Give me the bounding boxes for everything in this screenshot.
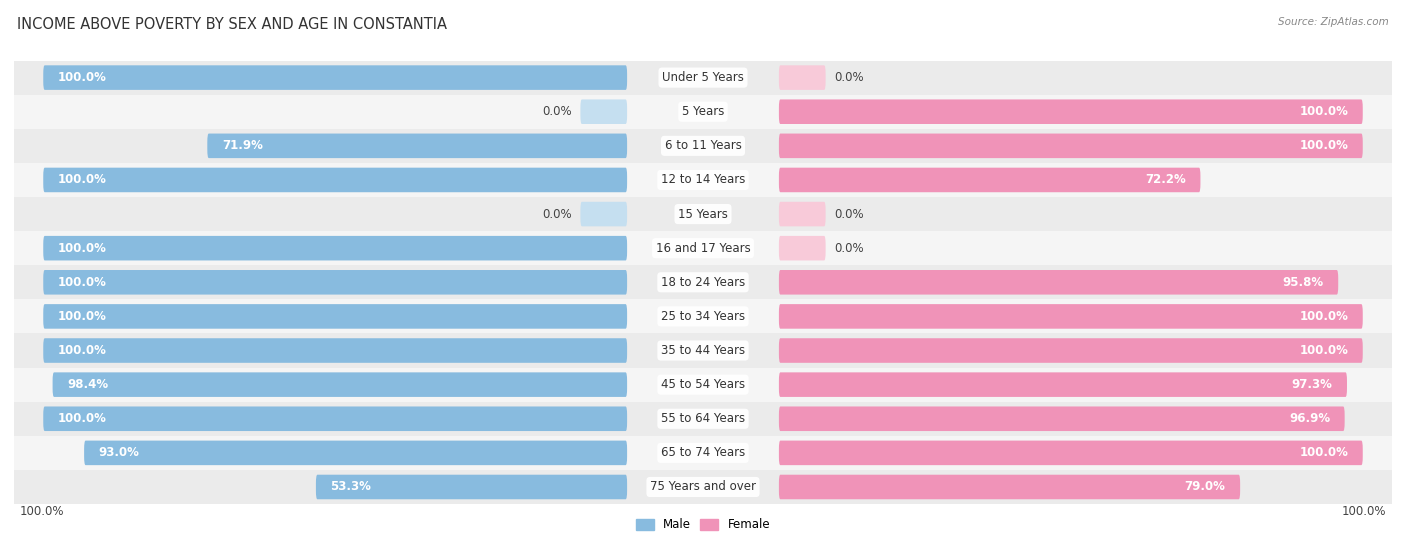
Bar (14, 94, 1392, 129)
Text: 0.0%: 0.0% (834, 71, 865, 84)
Text: 5 Years: 5 Years (682, 105, 724, 118)
Text: 100.0%: 100.0% (1299, 105, 1348, 118)
Text: 71.9%: 71.9% (222, 139, 263, 153)
Text: 6 to 11 Years: 6 to 11 Years (665, 139, 741, 153)
Text: 100.0%: 100.0% (58, 71, 107, 84)
Text: 100.0%: 100.0% (1299, 447, 1348, 459)
FancyBboxPatch shape (44, 304, 627, 329)
FancyBboxPatch shape (316, 475, 627, 499)
Bar (14, 300, 1392, 334)
Text: 55 to 64 Years: 55 to 64 Years (661, 412, 745, 425)
Text: 25 to 34 Years: 25 to 34 Years (661, 310, 745, 323)
FancyBboxPatch shape (779, 406, 1344, 431)
Text: Source: ZipAtlas.com: Source: ZipAtlas.com (1278, 17, 1389, 27)
FancyBboxPatch shape (779, 372, 1347, 397)
Text: 75 Years and over: 75 Years and over (650, 481, 756, 494)
FancyBboxPatch shape (779, 100, 1362, 124)
Text: Under 5 Years: Under 5 Years (662, 71, 744, 84)
Text: 93.0%: 93.0% (98, 447, 139, 459)
Text: 100.0%: 100.0% (1299, 344, 1348, 357)
FancyBboxPatch shape (779, 338, 1362, 363)
Text: 100.0%: 100.0% (58, 276, 107, 289)
Text: 16 and 17 Years: 16 and 17 Years (655, 241, 751, 255)
FancyBboxPatch shape (779, 168, 1201, 192)
Bar (14, 129, 1392, 163)
FancyBboxPatch shape (44, 168, 627, 192)
FancyBboxPatch shape (44, 406, 627, 431)
FancyBboxPatch shape (44, 236, 627, 260)
FancyBboxPatch shape (779, 236, 825, 260)
Text: 95.8%: 95.8% (1282, 276, 1323, 289)
Text: 65 to 74 Years: 65 to 74 Years (661, 447, 745, 459)
Bar (14, 265, 1392, 300)
Text: 18 to 24 Years: 18 to 24 Years (661, 276, 745, 289)
FancyBboxPatch shape (779, 65, 825, 90)
Text: INCOME ABOVE POVERTY BY SEX AND AGE IN CONSTANTIA: INCOME ABOVE POVERTY BY SEX AND AGE IN C… (17, 17, 447, 32)
Text: 100.0%: 100.0% (1299, 139, 1348, 153)
Bar (14, 436, 1392, 470)
Bar (14, 470, 1392, 504)
Bar (14, 368, 1392, 402)
Text: 100.0%: 100.0% (1341, 505, 1386, 518)
FancyBboxPatch shape (44, 338, 627, 363)
Text: 0.0%: 0.0% (541, 207, 572, 221)
Text: 100.0%: 100.0% (58, 173, 107, 187)
Bar (14, 231, 1392, 265)
Text: 100.0%: 100.0% (20, 505, 65, 518)
Legend: Male, Female: Male, Female (631, 514, 775, 536)
Text: 0.0%: 0.0% (541, 105, 572, 118)
Text: 15 Years: 15 Years (678, 207, 728, 221)
Text: 100.0%: 100.0% (58, 412, 107, 425)
Text: 79.0%: 79.0% (1185, 481, 1226, 494)
FancyBboxPatch shape (84, 440, 627, 465)
FancyBboxPatch shape (581, 100, 627, 124)
Bar (14, 60, 1392, 94)
FancyBboxPatch shape (779, 270, 1339, 295)
FancyBboxPatch shape (779, 202, 825, 226)
Bar (14, 197, 1392, 231)
Bar (14, 163, 1392, 197)
Text: 35 to 44 Years: 35 to 44 Years (661, 344, 745, 357)
FancyBboxPatch shape (44, 270, 627, 295)
Text: 100.0%: 100.0% (58, 241, 107, 255)
Text: 12 to 14 Years: 12 to 14 Years (661, 173, 745, 187)
FancyBboxPatch shape (779, 475, 1240, 499)
Text: 100.0%: 100.0% (1299, 310, 1348, 323)
FancyBboxPatch shape (779, 440, 1362, 465)
Text: 100.0%: 100.0% (58, 310, 107, 323)
FancyBboxPatch shape (44, 65, 627, 90)
Text: 45 to 54 Years: 45 to 54 Years (661, 378, 745, 391)
FancyBboxPatch shape (207, 134, 627, 158)
Bar (14, 334, 1392, 368)
Text: 97.3%: 97.3% (1292, 378, 1333, 391)
Text: 72.2%: 72.2% (1144, 173, 1185, 187)
Text: 100.0%: 100.0% (58, 344, 107, 357)
Text: 0.0%: 0.0% (834, 241, 865, 255)
Text: 96.9%: 96.9% (1289, 412, 1330, 425)
Text: 53.3%: 53.3% (330, 481, 371, 494)
FancyBboxPatch shape (52, 372, 627, 397)
Text: 98.4%: 98.4% (67, 378, 108, 391)
Text: 0.0%: 0.0% (834, 207, 865, 221)
FancyBboxPatch shape (779, 134, 1362, 158)
Bar (14, 402, 1392, 436)
FancyBboxPatch shape (581, 202, 627, 226)
FancyBboxPatch shape (779, 304, 1362, 329)
